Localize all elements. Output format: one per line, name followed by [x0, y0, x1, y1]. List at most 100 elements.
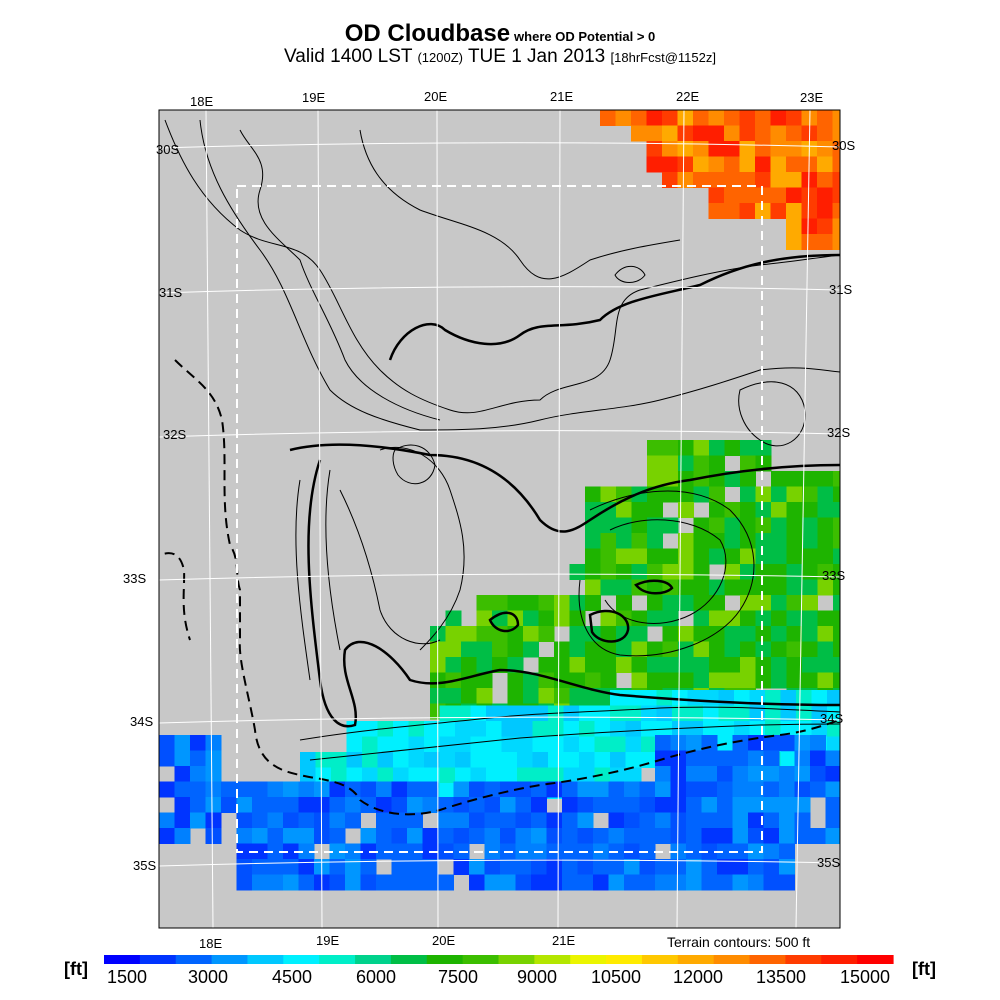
cloudbase-cell	[625, 721, 642, 737]
cloudbase-cell	[407, 797, 423, 813]
cloudbase-cell	[732, 843, 749, 860]
cloudbase-cell	[678, 595, 694, 611]
cloudbase-cell	[709, 455, 725, 472]
cloudbase-cell	[833, 610, 840, 627]
lon-label-top: 23E	[800, 90, 823, 105]
cloudbase-cell	[205, 812, 222, 829]
cloudbase-cell	[205, 750, 222, 767]
cloudbase-cell	[577, 859, 594, 875]
cloudbase-cell	[445, 688, 462, 704]
cloudbase-cell	[500, 859, 516, 875]
cloudbase-cell	[624, 828, 640, 844]
cloudbase-cell	[817, 533, 834, 549]
cloudbase-cell	[563, 721, 580, 737]
cloudbase-cell	[610, 721, 626, 737]
cloudbase-cell	[252, 859, 268, 875]
meridian-21e	[557, 109, 561, 929]
contour-bold-loop-c	[488, 611, 520, 633]
cloudbase-cell	[708, 172, 725, 188]
plot-frame	[158, 109, 841, 929]
cloudbase-cell	[670, 874, 687, 891]
cloudbase-cell	[709, 548, 725, 565]
cloudbase-cell	[625, 736, 642, 753]
cloudbase-cell	[422, 859, 439, 875]
colorbar-swatch	[247, 955, 284, 964]
cloudbase-cell	[438, 874, 454, 891]
cloudbase-cell	[376, 812, 392, 829]
cloudbase-cell	[300, 752, 316, 768]
cloudbase-cell	[740, 626, 756, 642]
lat-label-right: 34S	[820, 711, 843, 726]
cloudbase-cell	[786, 187, 802, 204]
lat-label-left: 34S	[130, 714, 153, 729]
lat-label-left: 33S	[123, 571, 146, 586]
cloudbase-cell	[315, 752, 332, 768]
cloudbase-cell	[283, 828, 299, 844]
cloudbase-cell	[701, 843, 718, 860]
cloudbase-cell	[748, 750, 764, 767]
cloudbase-cell	[779, 735, 795, 751]
cloudbase-cell	[501, 721, 518, 737]
cloudbase-cell	[687, 690, 704, 706]
cloudbase-cell	[779, 859, 795, 875]
cloudbase-cell	[610, 690, 626, 706]
cloudbase-cell	[802, 641, 818, 658]
cloudbase-cell	[693, 172, 709, 188]
cloudbase-cell	[631, 110, 647, 126]
cloudbase-cell	[585, 595, 601, 611]
cloudbase-cell	[709, 502, 725, 518]
cloudbase-cell	[740, 502, 756, 518]
cloudbase-cell	[647, 517, 663, 534]
contour-thin-2	[199, 119, 840, 431]
cloudbase-cell	[407, 828, 423, 844]
cloudbase-cell	[393, 752, 409, 768]
cloudbase-cell	[507, 657, 524, 673]
cloudbase-cell	[670, 843, 687, 860]
cloudbase-cell	[298, 874, 315, 891]
colorbar-swatch	[498, 955, 535, 964]
cloudbase-cell	[693, 455, 710, 472]
cloudbase-cell	[817, 672, 834, 689]
cloudbase-cell	[615, 110, 632, 126]
colorbar-swatch	[104, 955, 141, 964]
cloudbase-cell	[662, 657, 679, 673]
cloudbase-cell	[562, 828, 578, 844]
cloudbase-cell	[724, 172, 740, 188]
cloudbase-cell	[360, 843, 377, 860]
cloudbase-cell	[786, 626, 803, 642]
colorbar-tick: 13500	[756, 967, 806, 987]
cloudbase-cell	[314, 797, 330, 813]
cloudbase-cell	[236, 812, 253, 829]
cloudbase-cell	[755, 548, 772, 565]
cloudbase-cell	[329, 812, 346, 829]
cloudbase-cell	[786, 110, 802, 126]
cloudbase-cell	[236, 843, 253, 860]
cloudbase-cell	[724, 125, 740, 142]
cloudbase-cell	[672, 721, 688, 737]
cloudbase-cell	[833, 517, 840, 534]
cloudbase-cell	[771, 517, 787, 534]
title-main: OD Cloudbase	[344, 20, 511, 47]
cloudbase-cell	[724, 187, 740, 204]
cloudbase-cell	[693, 548, 710, 565]
cloudbase-cell	[817, 486, 834, 503]
cloudbase-cell	[647, 579, 663, 596]
cloudbase-cell	[585, 641, 601, 658]
lon-label-top: 19E	[302, 90, 325, 105]
cloudbase-cell	[678, 657, 694, 673]
cloudbase-cell	[770, 172, 787, 188]
cloudbase-cell	[345, 859, 361, 875]
cloudbase-cell	[641, 736, 657, 753]
cloudbase-cell	[810, 828, 826, 844]
cloudbase-cell	[221, 797, 237, 813]
cloudbase-cell	[801, 218, 818, 235]
cloudbase-cell	[646, 141, 663, 157]
cloudbase-cell	[763, 797, 780, 813]
cloudbase-cell	[686, 812, 702, 829]
cloudbase-cell	[283, 843, 299, 860]
cloudbase-cell	[548, 736, 564, 753]
colorbar-unit-left: [ft]	[64, 959, 88, 979]
cloudbase-cell	[500, 781, 516, 798]
cloudbase-cell	[780, 752, 797, 768]
cloudbase-cell	[625, 767, 642, 784]
